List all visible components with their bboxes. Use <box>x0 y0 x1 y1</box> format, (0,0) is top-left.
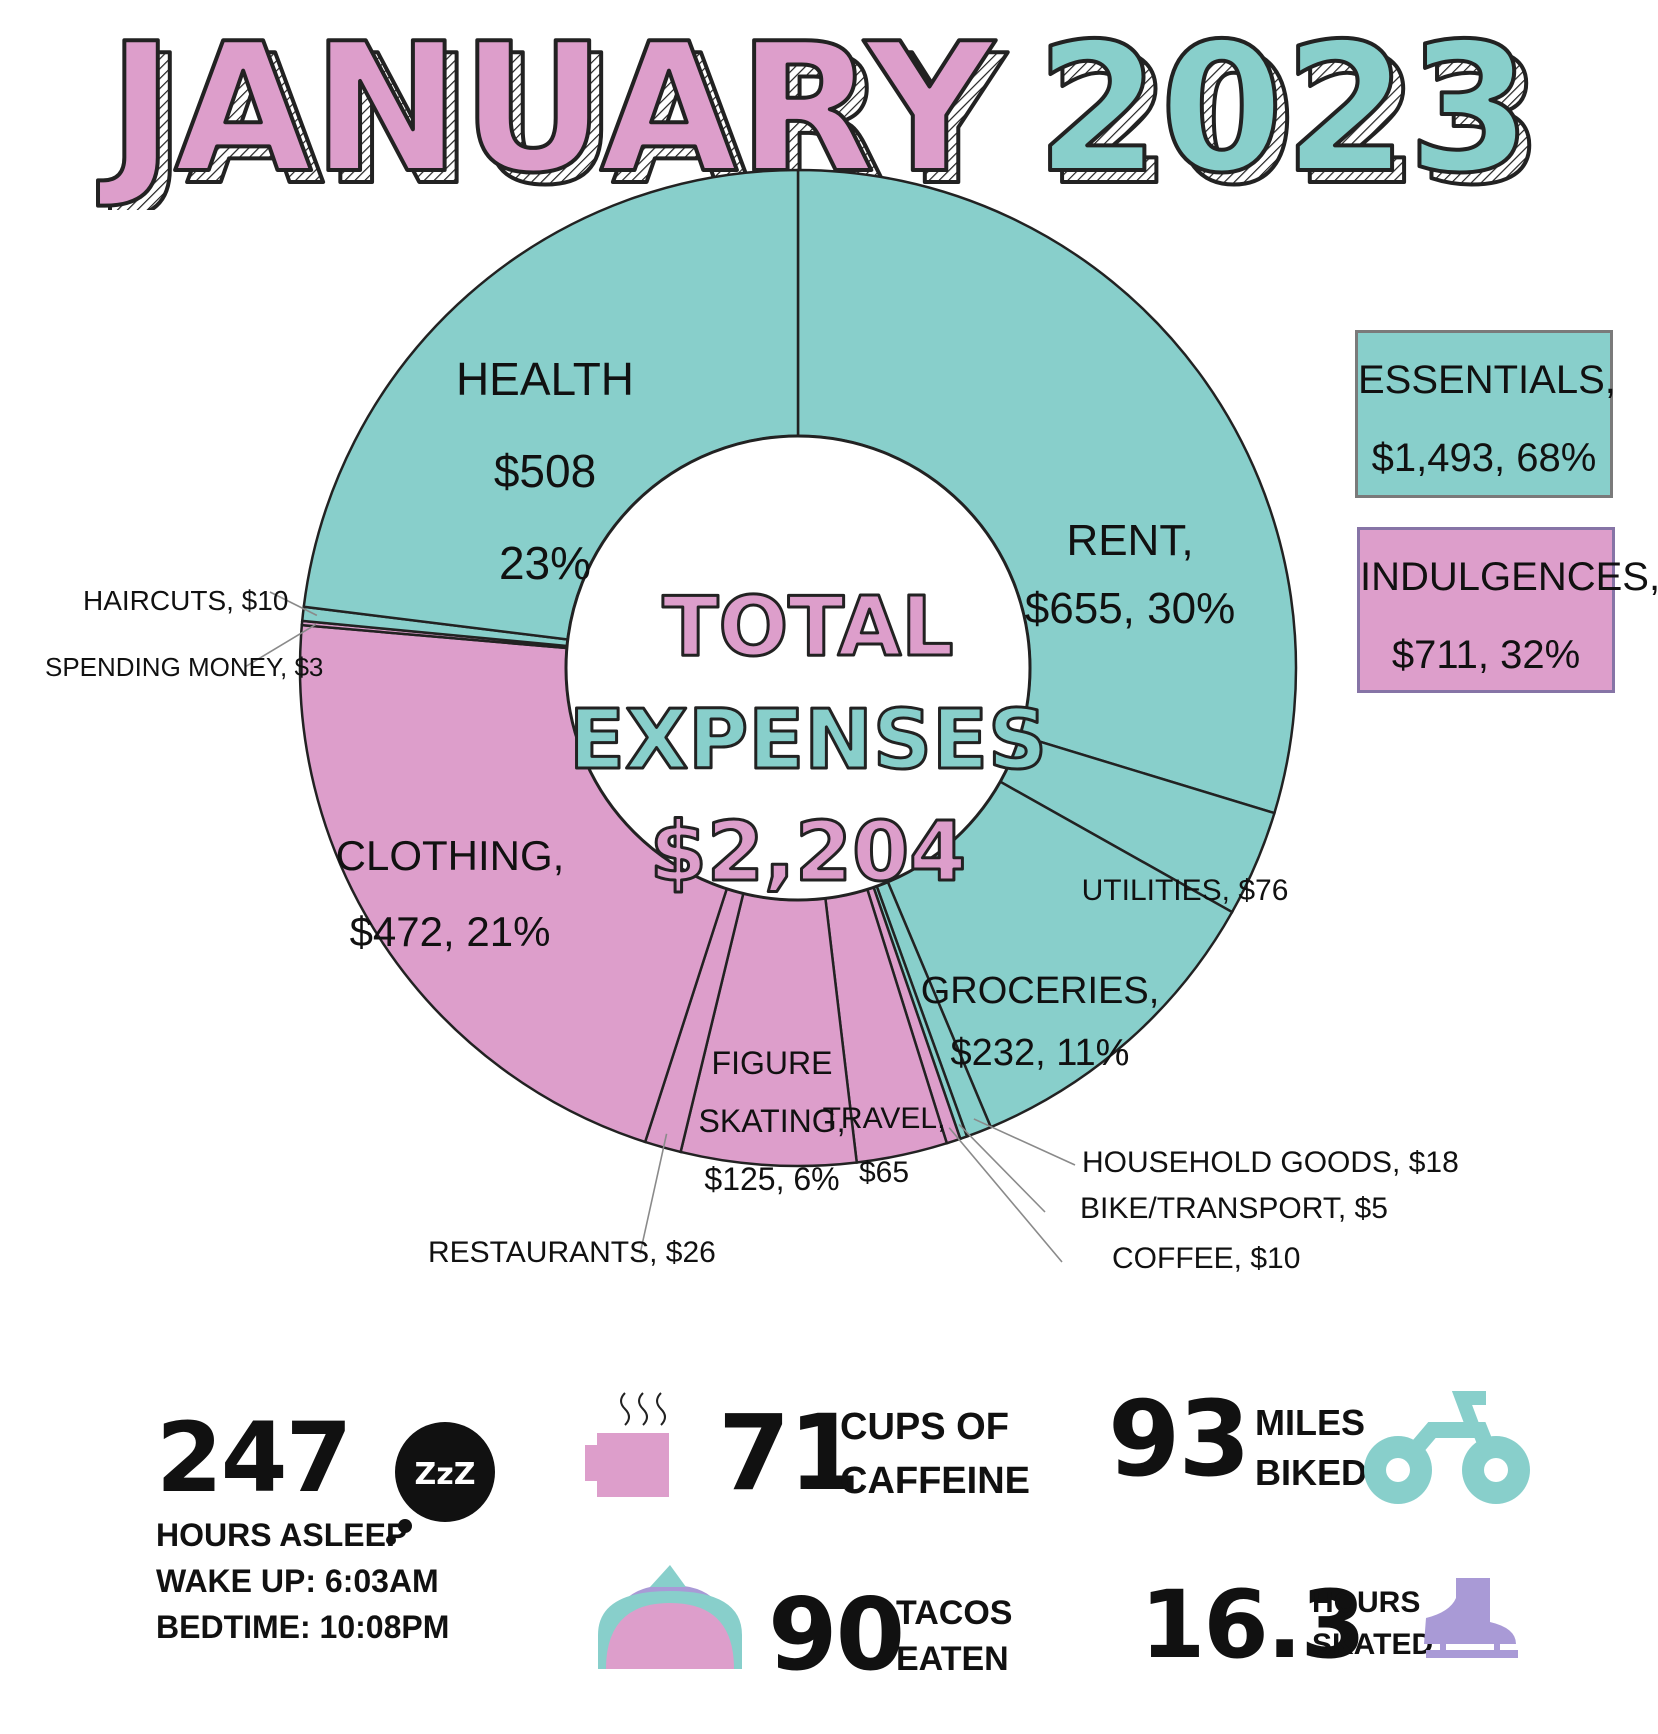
legend-essentials-value: $1,493, 68% <box>1371 436 1597 480</box>
slice-label: GROCERIES, <box>921 970 1160 1012</box>
biked-label-line2: BIKED <box>1255 1452 1368 1493</box>
legend-essentials-label: ESSENTIALS, <box>1358 358 1616 402</box>
slice-label: HEALTH <box>456 353 634 405</box>
taco-icon <box>598 1565 742 1669</box>
sleep-bubble-icon: ZzZ <box>386 1422 495 1545</box>
tacos-label: TACOS EATEN <box>896 1590 1012 1682</box>
skated-value: 16.3 <box>1140 1571 1366 1680</box>
caffeine-value: 71 <box>718 1392 861 1514</box>
ice-skate-icon <box>1424 1578 1518 1658</box>
slice-label: 23% <box>499 537 591 589</box>
skated-label-line2: SKATED <box>1312 1628 1434 1661</box>
center-line1: TOTAL <box>663 580 954 675</box>
title-year-shadow: 2023 <box>1048 17 1543 210</box>
bicycle-icon <box>1364 1391 1530 1504</box>
legend-indulgences-value: $711, 32% <box>1391 633 1581 677</box>
caffeine-label-line1: CUPS OF <box>840 1406 1009 1448</box>
tacos-label-line1: TACOS <box>896 1594 1013 1632</box>
legend-indulgences-label: INDULGENCES, <box>1360 555 1658 599</box>
leader-line <box>244 623 317 668</box>
slice-label: $232, 11% <box>951 1032 1130 1074</box>
slice-label: $508 <box>494 445 596 497</box>
slice-label: $472, 21% <box>350 908 551 955</box>
sleep-bubble-text: ZzZ <box>415 1457 476 1492</box>
leader-line <box>269 591 318 617</box>
biked-label-line1: MILES <box>1255 1402 1366 1443</box>
slice-label: HOUSEHOLD GOODS, $18 <box>1082 1146 1459 1179</box>
center-line2: EXPENSES <box>569 693 1047 788</box>
legend-indulgences: INDULGENCES, $711, 32% <box>1357 527 1658 693</box>
slice-label: BIKE/TRANSPORT, $5 <box>1080 1192 1388 1225</box>
slice-label: FIGURE <box>712 1045 833 1081</box>
slice-label: CLOTHING, <box>336 832 565 879</box>
sleep-label: HOURS ASLEEP <box>156 1517 408 1553</box>
sleep-value: 247 <box>156 1402 352 1514</box>
slice-label: COFFEE, $10 <box>1112 1242 1300 1275</box>
slice-label: TRAVEL, <box>823 1102 946 1135</box>
stat-sleep: 247 HOURS ASLEEP WAKE UP: 6:03AM BEDTIME… <box>156 1408 449 1650</box>
biked-label: MILES BIKED <box>1255 1398 1367 1498</box>
bed-time: BEDTIME: 10:08PM <box>156 1609 450 1645</box>
leader-line <box>639 1133 668 1255</box>
slice-label: $655, 30% <box>1025 584 1235 633</box>
legend-essentials: ESSENTIALS, $1,493, 68% <box>1355 330 1616 498</box>
slice-label: $125, 6% <box>704 1161 839 1197</box>
leader-line <box>948 1127 1063 1263</box>
wake-time: WAKE UP: 6:03AM <box>156 1563 439 1599</box>
leader-line <box>958 1123 1046 1213</box>
caffeine-label-line2: CAFFEINE <box>840 1460 1030 1502</box>
slice-label: RENT, <box>1066 516 1193 565</box>
slice-label: SKATING, <box>699 1103 846 1139</box>
skated-label: HOURS SKATED <box>1312 1582 1433 1666</box>
skated-label-line1: HOURS <box>1312 1586 1421 1619</box>
slice-label: RESTAURANTS, $26 <box>428 1236 716 1269</box>
tacos-value: 90 <box>768 1576 905 1693</box>
slice-label: SPENDING MONEY, $3 <box>45 652 323 682</box>
leader-line <box>973 1118 1076 1166</box>
biked-value: 93 <box>1108 1378 1251 1500</box>
caffeine-label: CUPS OF CAFFEINE <box>840 1400 1030 1508</box>
title-month-shadow: JANUARY <box>110 17 1008 210</box>
slice-label: UTILITIES, $76 <box>1082 874 1289 907</box>
page-title: JANUARY JANUARY 2023 2023 <box>96 3 1545 210</box>
slice-label: $65 <box>859 1156 909 1189</box>
title-year: 2023 <box>1036 5 1531 210</box>
tacos-label-line2: EATEN <box>896 1640 1009 1678</box>
center-line3: $2,204 <box>650 805 966 900</box>
coffee-cup-icon <box>585 1392 669 1497</box>
slice-label: HAIRCUTS, $10 <box>83 585 288 616</box>
